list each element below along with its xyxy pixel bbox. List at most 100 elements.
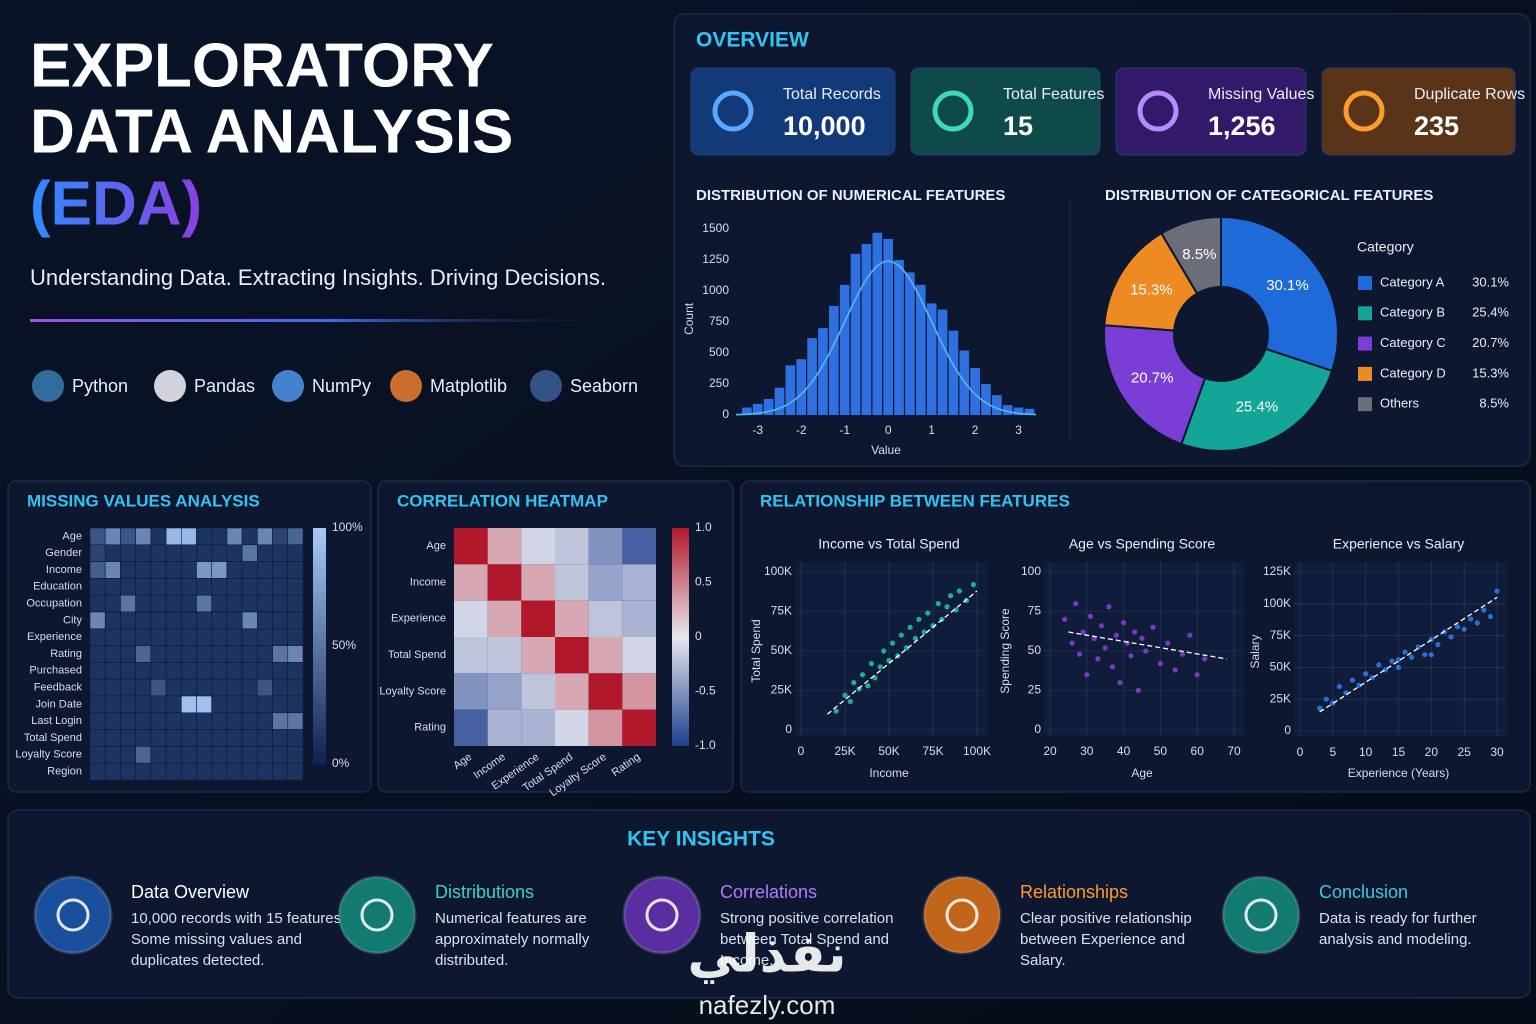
heat-cell <box>196 678 213 697</box>
heat-cell <box>180 628 197 646</box>
point <box>1076 651 1083 657</box>
heat-cell <box>165 678 182 697</box>
legend-value: 20.7% <box>1472 335 1509 350</box>
heat-cell <box>89 729 106 747</box>
y-tick-label: 75K <box>771 604 792 618</box>
heat-cell <box>241 695 258 714</box>
x-tick-label: 25 <box>1457 745 1471 759</box>
x-tick-label: 2 <box>972 423 979 437</box>
heat-cell <box>150 611 167 630</box>
heat-cell <box>135 544 152 562</box>
heat-cell <box>226 527 243 546</box>
heat-cell <box>211 746 228 764</box>
bar <box>1013 407 1024 415</box>
heat-cell <box>454 600 488 637</box>
row-label: Join Date <box>36 698 82 710</box>
y-tick-label: 50K <box>1270 660 1291 674</box>
heat-cell <box>257 561 273 579</box>
heat-cell <box>135 527 152 546</box>
stat-card <box>690 67 896 156</box>
card-label: Duplicate Rows <box>1414 86 1525 103</box>
x-tick-label: 0 <box>1297 745 1304 759</box>
bar <box>1024 408 1035 415</box>
heat-cell <box>180 712 197 730</box>
y-axis-label: Count <box>682 302 696 335</box>
tool-icon <box>390 370 422 402</box>
point <box>1395 664 1402 671</box>
heat-cell <box>150 729 167 747</box>
point <box>1102 645 1108 651</box>
heat-cell <box>555 637 589 674</box>
heat-cell <box>226 544 243 562</box>
legend-value: 15.3% <box>1472 365 1509 380</box>
point <box>1128 653 1134 659</box>
heat-cell <box>165 628 182 646</box>
x-tick-label: 10 <box>1359 745 1373 759</box>
heat-cell <box>196 729 213 747</box>
heat-cell <box>196 561 213 579</box>
heat-cell <box>135 594 152 613</box>
heat-cell <box>150 645 167 663</box>
point <box>1080 629 1086 635</box>
heat-cell <box>120 678 136 697</box>
heat-cell <box>257 645 273 663</box>
heat-cell <box>196 628 213 646</box>
heat-cell <box>241 578 258 596</box>
tool-label: Seaborn <box>570 376 638 396</box>
heat-cell <box>588 600 623 637</box>
heat-cell <box>89 611 106 630</box>
heat-cell <box>555 528 589 565</box>
heat-cell <box>211 544 228 562</box>
plot-area <box>795 562 987 736</box>
point <box>868 661 875 667</box>
y-axis-label: Spending Score <box>998 608 1012 694</box>
heat-cell <box>135 762 152 781</box>
heat-cell <box>454 637 488 674</box>
heat-cell <box>487 709 522 746</box>
stat-card <box>1115 67 1307 156</box>
y-tick-label: 25K <box>771 683 792 697</box>
point <box>842 692 848 698</box>
bar <box>785 365 796 415</box>
stat-card <box>910 67 1101 156</box>
section-title: KEY INSIGHTS <box>627 828 775 851</box>
point <box>1349 677 1356 683</box>
heat-cell <box>241 645 258 663</box>
insight-text: duplicates detected. <box>131 952 264 969</box>
x-tick-label: 30 <box>1080 744 1094 758</box>
point <box>889 640 896 646</box>
heat-cell <box>226 578 243 596</box>
x-tick-label: -2 <box>796 423 807 437</box>
tagline: Understanding Data. Extracting Insights.… <box>30 265 606 290</box>
heat-cell <box>180 611 197 630</box>
heat-cell <box>196 544 213 562</box>
heat-cell <box>622 709 656 746</box>
point <box>970 582 977 588</box>
slice-label: 30.1% <box>1266 277 1309 294</box>
bar <box>883 238 894 415</box>
tool-label: NumPy <box>312 376 371 396</box>
x-tick-label: 20 <box>1043 744 1057 758</box>
heat-cell <box>521 564 555 601</box>
point <box>1468 616 1474 622</box>
point <box>1201 656 1208 662</box>
trend-line <box>826 590 978 715</box>
x-tick-label: 0 <box>798 744 805 758</box>
heat-cell <box>257 712 273 730</box>
title-line: DATA ANALYSIS <box>30 97 513 166</box>
y-tick-label: 250 <box>709 376 729 390</box>
legend-label: Others <box>1380 396 1420 411</box>
tool-icon <box>32 370 64 402</box>
colorbar-label: -0.5 <box>695 684 716 698</box>
legend-value: 30.1% <box>1472 274 1509 289</box>
point <box>1139 635 1145 641</box>
insight-text: Numerical features are <box>435 910 587 927</box>
heat-cell <box>150 746 167 764</box>
heat-cell <box>150 527 167 546</box>
heat-cell <box>454 528 488 565</box>
card-label: Total Features <box>1003 86 1104 103</box>
y-tick-label: 75K <box>1270 628 1291 642</box>
tool-icon <box>154 370 186 402</box>
heat-cell <box>521 637 555 674</box>
heat-cell <box>257 527 273 546</box>
